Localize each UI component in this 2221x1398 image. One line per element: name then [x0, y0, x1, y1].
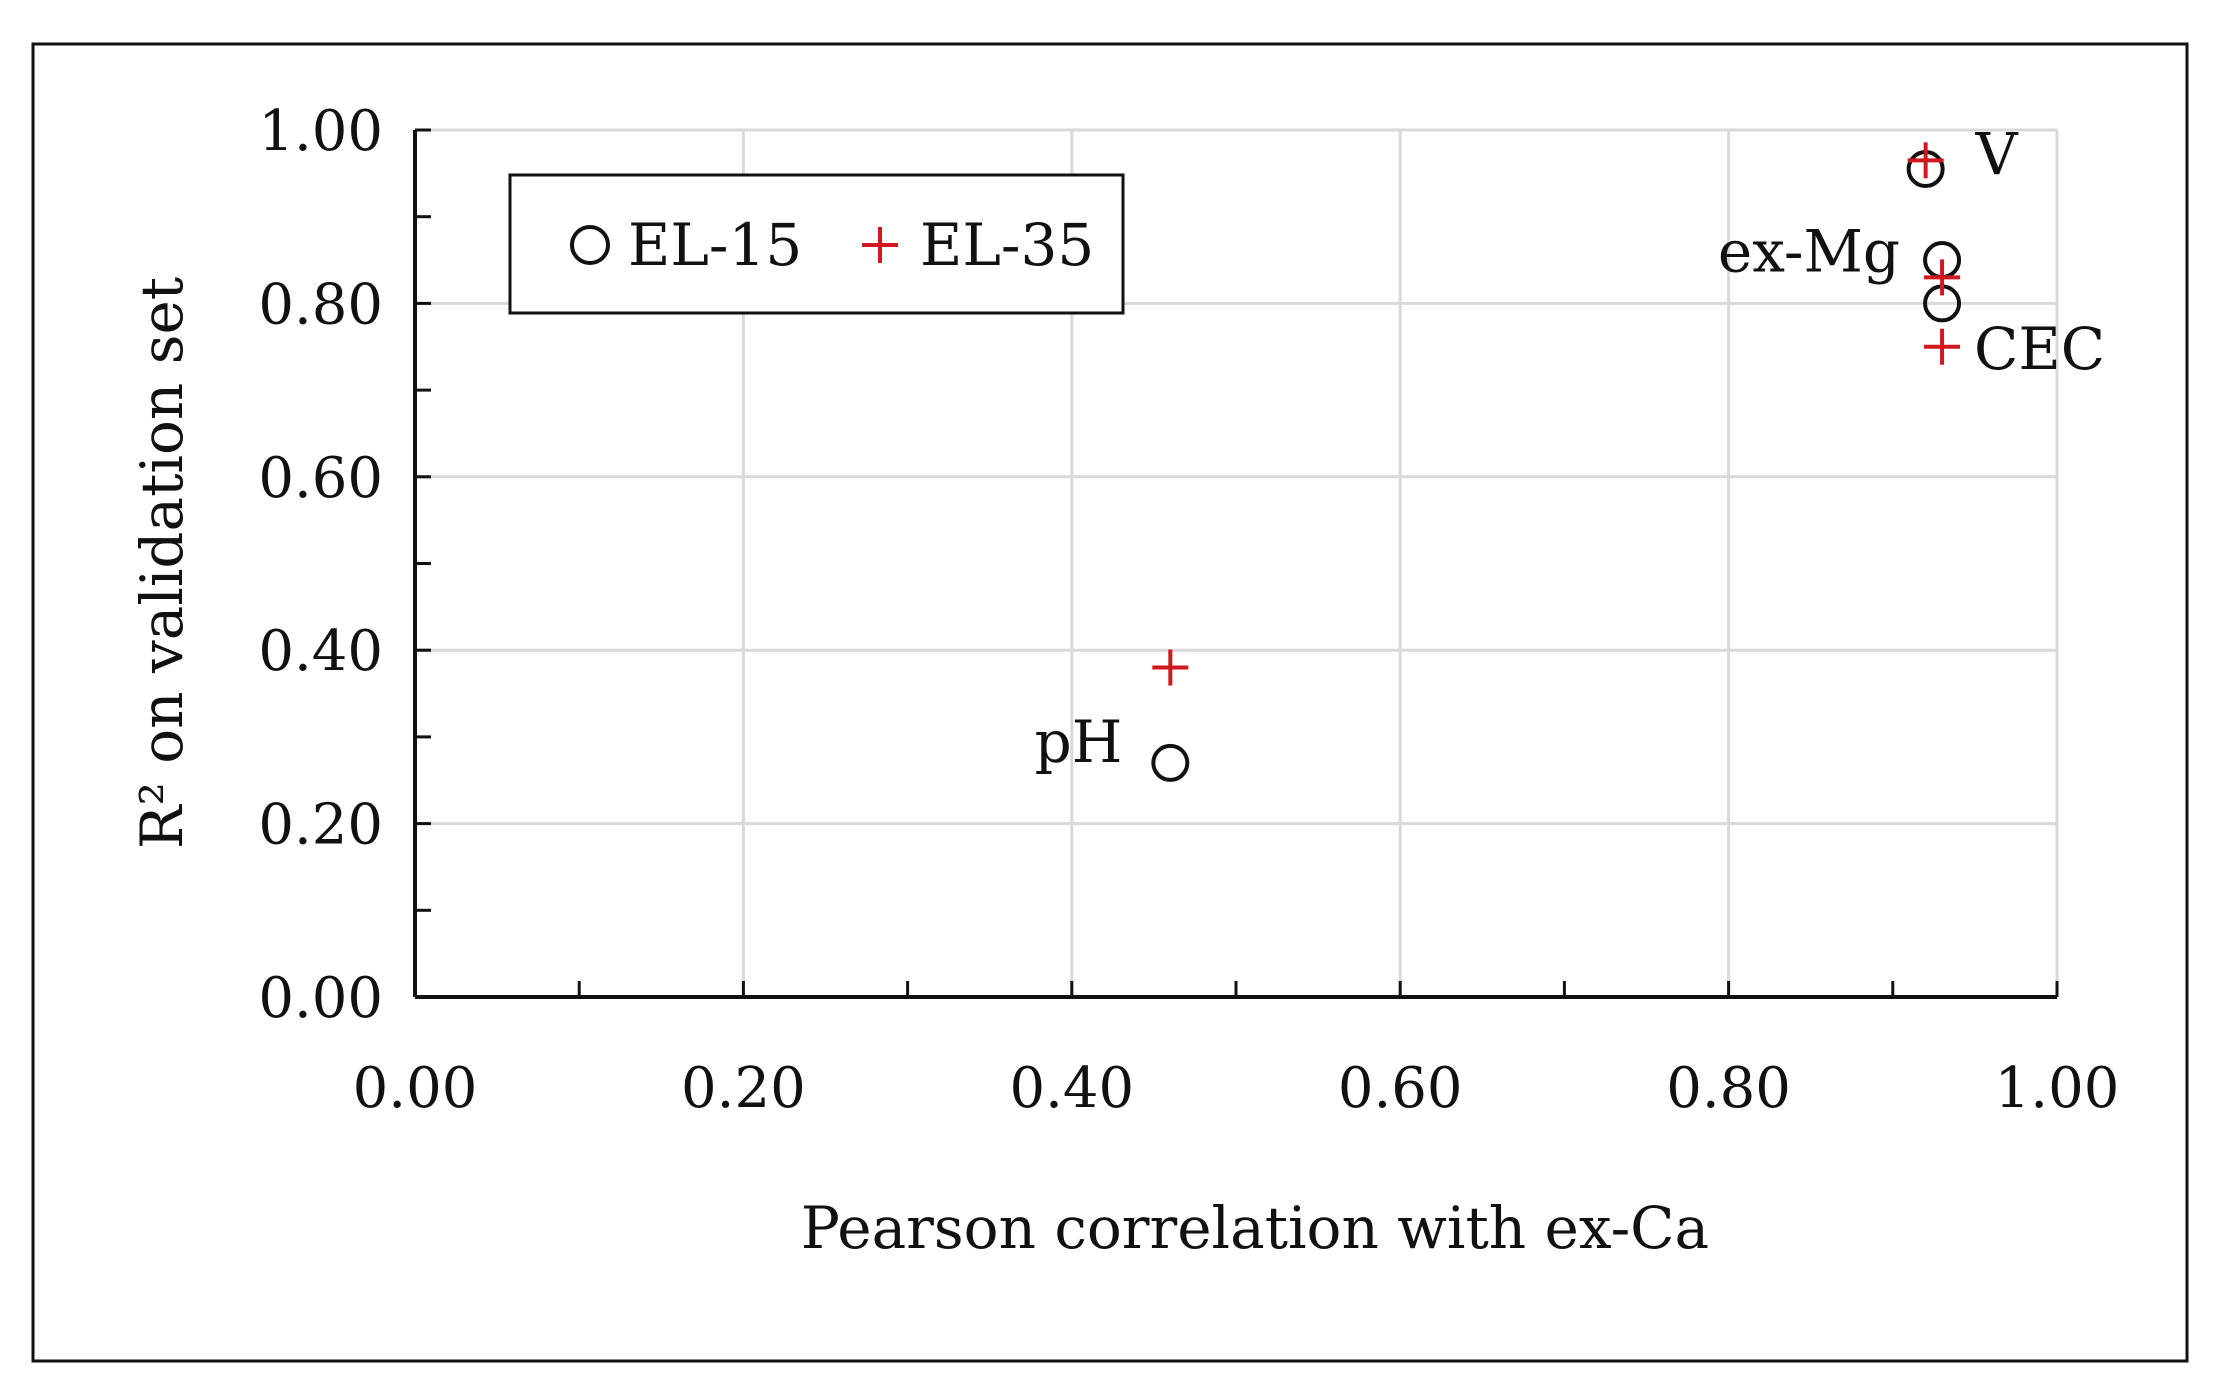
x-tick-label: 0.40: [1009, 1056, 1134, 1121]
y-tick-label: 0.80: [258, 272, 383, 337]
point-el-35: [1924, 259, 1961, 296]
y-tick-labels: 0.00 0.20 0.40 0.60 0.80 1.00: [258, 99, 383, 1031]
x-tick-label: 0.60: [1338, 1056, 1463, 1121]
x-tick-label: 0.00: [353, 1056, 478, 1121]
point-el-15: [1151, 743, 1190, 782]
legend-label-el-35: EL-35: [920, 211, 1094, 279]
y-tick-label: 0.40: [258, 619, 383, 684]
x-tick-label: 0.80: [1666, 1056, 1791, 1121]
y-tick-label: 0.00: [258, 966, 383, 1031]
point-el-35: [1152, 649, 1189, 686]
legend-marker-el-35: [862, 227, 898, 263]
label-cec: CEC: [1974, 315, 2105, 383]
x-tick-labels: 0.00 0.20 0.40 0.60 0.80 1.00: [353, 1056, 2120, 1121]
label-ex-mg: ex-Mg: [1718, 217, 1900, 285]
y-tick-label: 0.20: [258, 793, 383, 858]
point-labels: pH Vex-Mg CEC: [1035, 121, 2106, 776]
label-v: V: [1975, 121, 2019, 189]
label-ph: pH: [1035, 708, 1123, 776]
legend: EL-15 EL-35: [508, 173, 1125, 315]
x-tick-label: 1.00: [1995, 1056, 2120, 1121]
axes: [413, 128, 2059, 999]
x-tick-label: 0.20: [681, 1056, 806, 1121]
data-points: [1151, 142, 1962, 782]
legend-label-el-15: EL-15: [628, 211, 802, 279]
x-axis-title: Pearson correlation with ex-Ca: [801, 1194, 1709, 1262]
y-tick-label: 0.60: [258, 446, 383, 511]
legend-box: [508, 173, 1125, 315]
y-tick-label: 1.00: [258, 99, 383, 164]
point-el-35: [1907, 142, 1944, 179]
point-el-35: [1924, 328, 1961, 365]
legend-marker-el-15: [570, 225, 610, 265]
y-axis-title: R² on validation set: [128, 277, 196, 849]
